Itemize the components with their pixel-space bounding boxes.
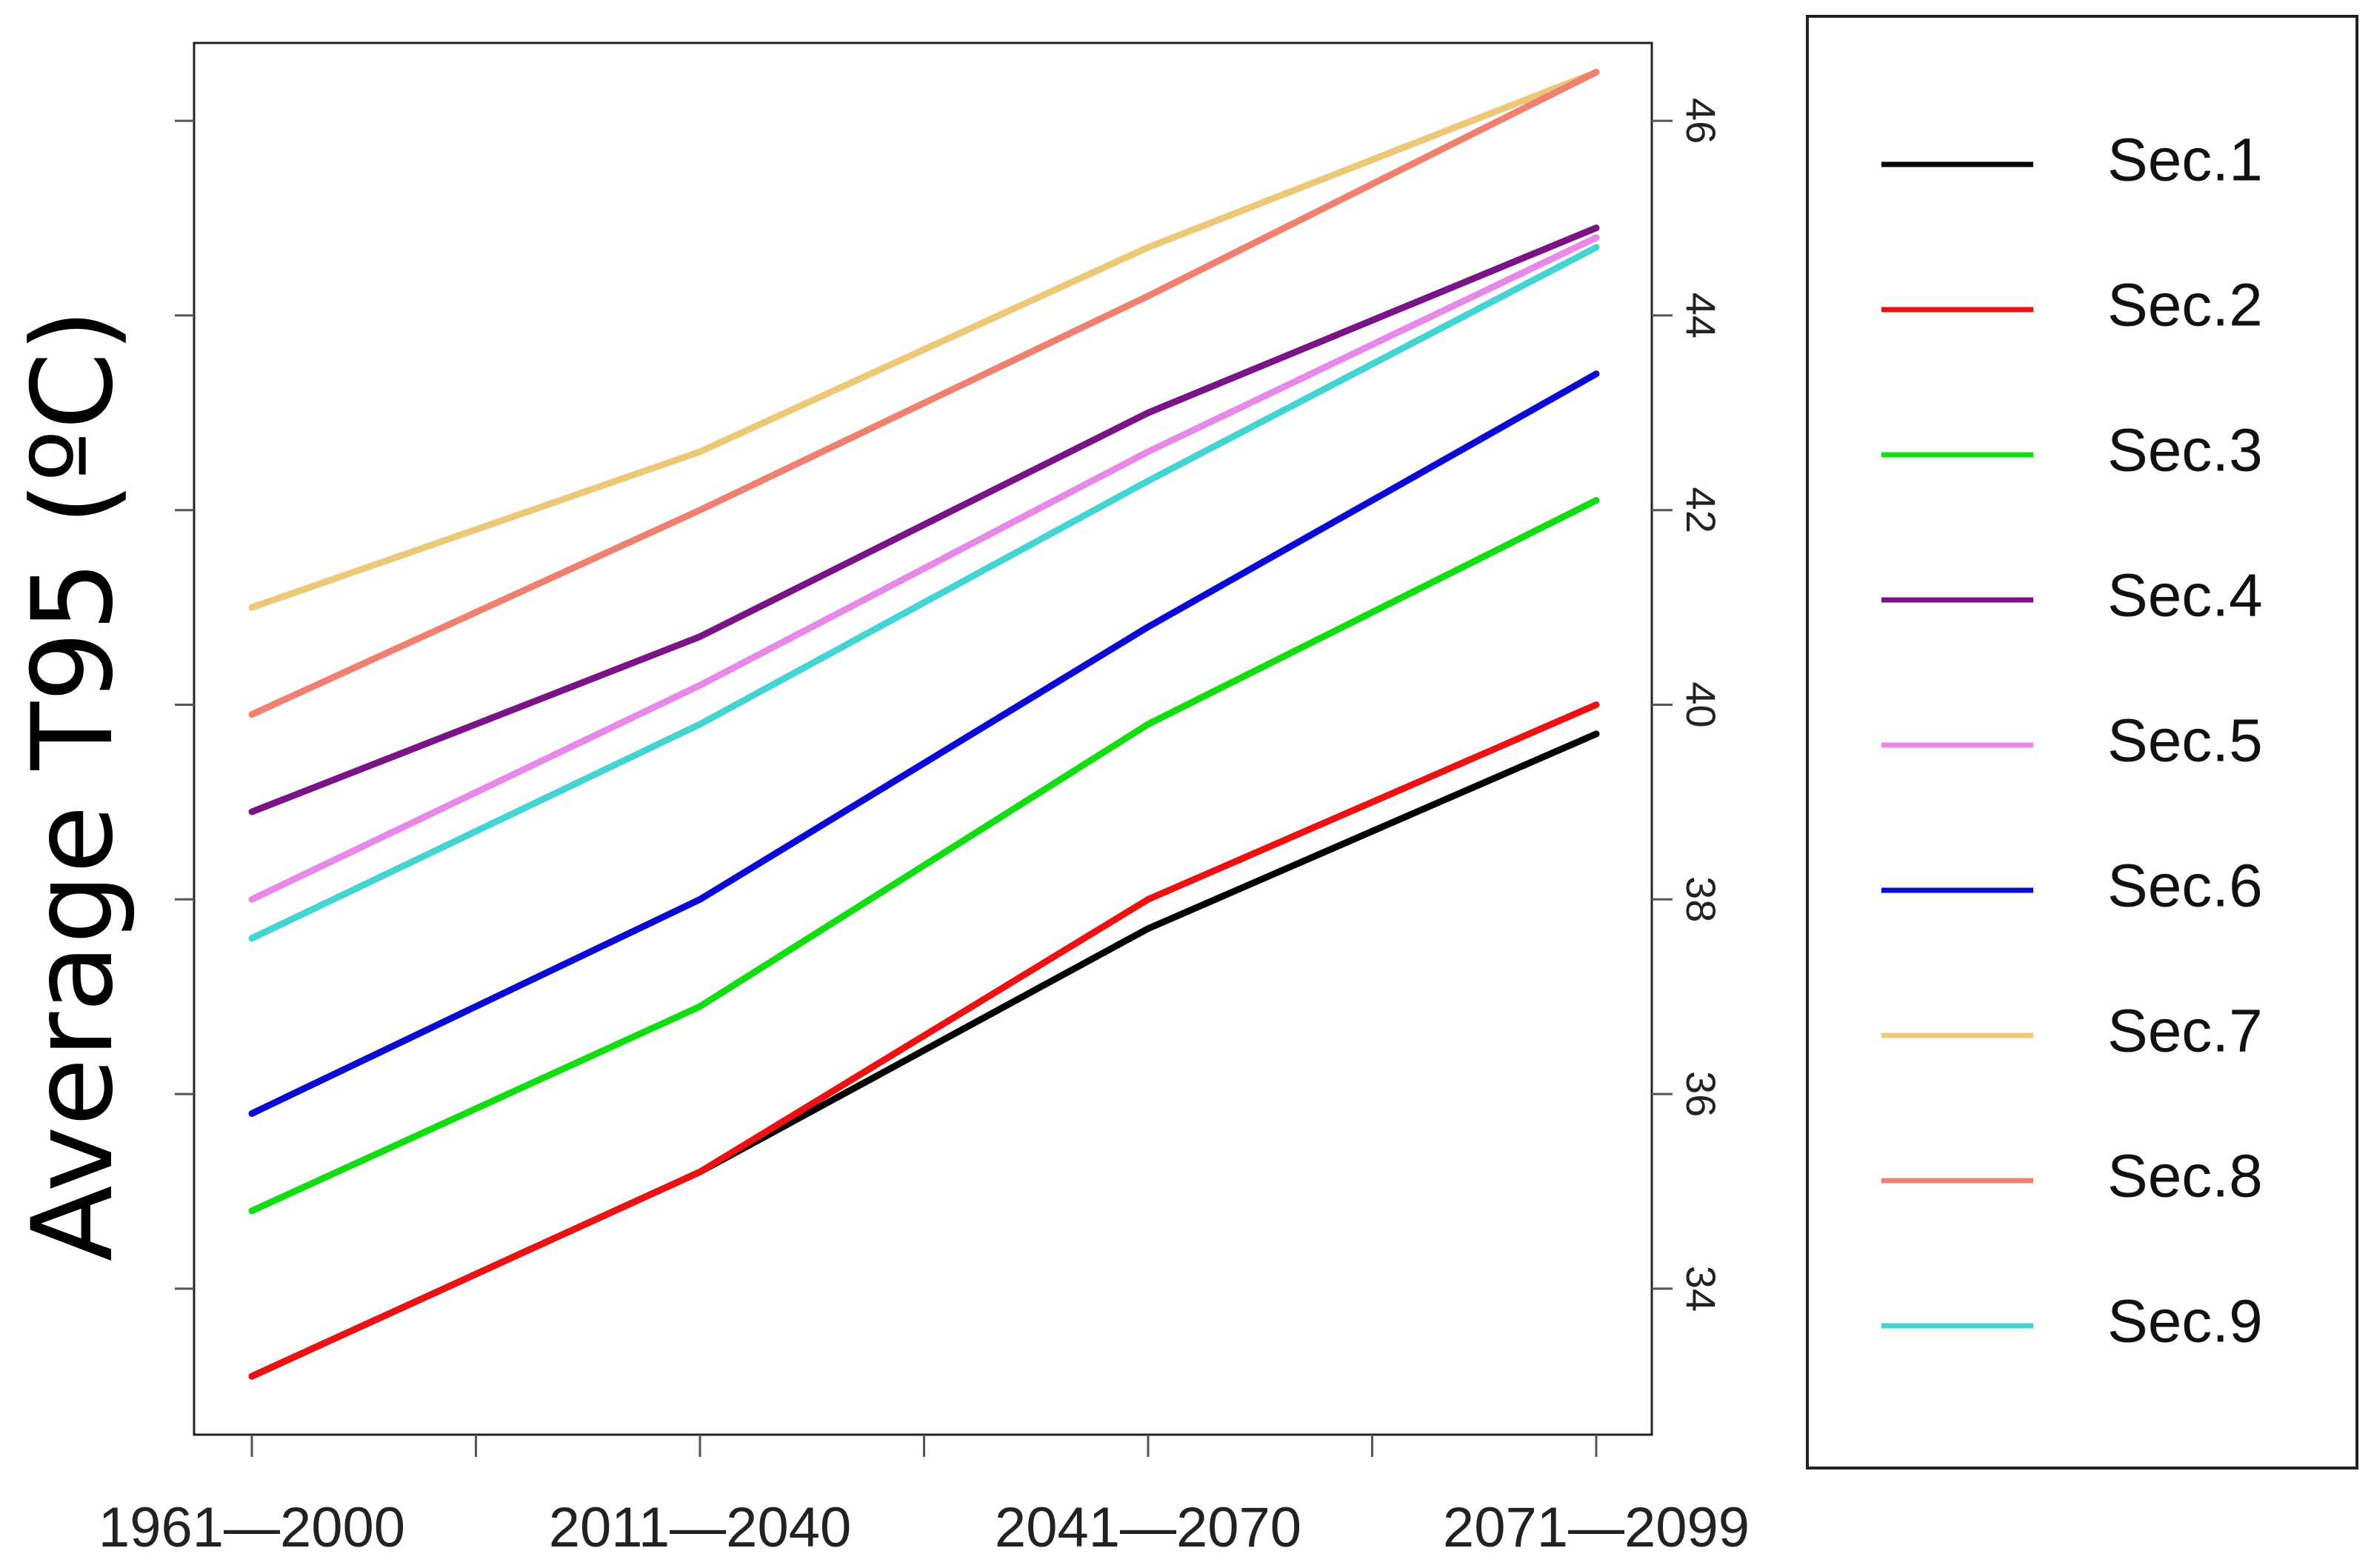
y-tick-label: 36 [1678,1071,1724,1117]
y-tick-label: 44 [1678,293,1724,338]
x-tick-label: 2041—2070 [995,1496,1301,1559]
y-tick-label: 42 [1678,487,1724,533]
legend-box [1806,15,2358,1469]
legend-label: Sec.8 [2107,1143,2263,1210]
x-tick-label: 2011—2040 [549,1496,852,1559]
legend-label: Sec.4 [2107,562,2263,630]
y-axis-right: 34 36 38 40 42 44 46 [175,98,1724,1312]
series-line-sec-2 [248,701,1600,1380]
series-line-sec-6 [248,370,1600,1117]
series-line-sec-3 [248,497,1600,1215]
series-line-sec-8 [248,68,1600,718]
legend-label: Sec.2 [2107,272,2263,339]
legend-label: Sec.7 [2107,998,2263,1065]
legend: Sec.1 Sec.2 Sec.3 Sec.4 Sec.5 Sec.6 Sec.7 Sec.8… [1881,127,2263,1355]
x-tick-label: 1961—2000 [99,1496,405,1559]
y-axis-label: Average T95 (ºC) [9,309,138,1261]
x-axis: 1961—2000 2011—2040 2041—2070 2071—2099 [99,1435,1750,1559]
legend-label: Sec.9 [2107,1288,2263,1355]
legend-label: Sec.3 [2107,417,2263,484]
y-tick-label: 46 [1678,98,1724,144]
y-tick-label: 34 [1678,1266,1724,1312]
series-line-sec-4 [248,224,1600,815]
series-line-sec-5 [248,234,1600,903]
legend-label: Sec.1 [2107,127,2263,194]
series-line-sec-9 [248,244,1600,942]
legend-label: Sec.6 [2107,853,2263,920]
series-layer [248,68,1600,1380]
y-tick-label: 40 [1678,681,1724,727]
y-tick-label: 38 [1678,876,1724,922]
x-tick-label: 2071—2099 [1443,1496,1750,1559]
legend-label: Sec.5 [2107,707,2263,775]
series-line-sec-7 [248,68,1600,611]
